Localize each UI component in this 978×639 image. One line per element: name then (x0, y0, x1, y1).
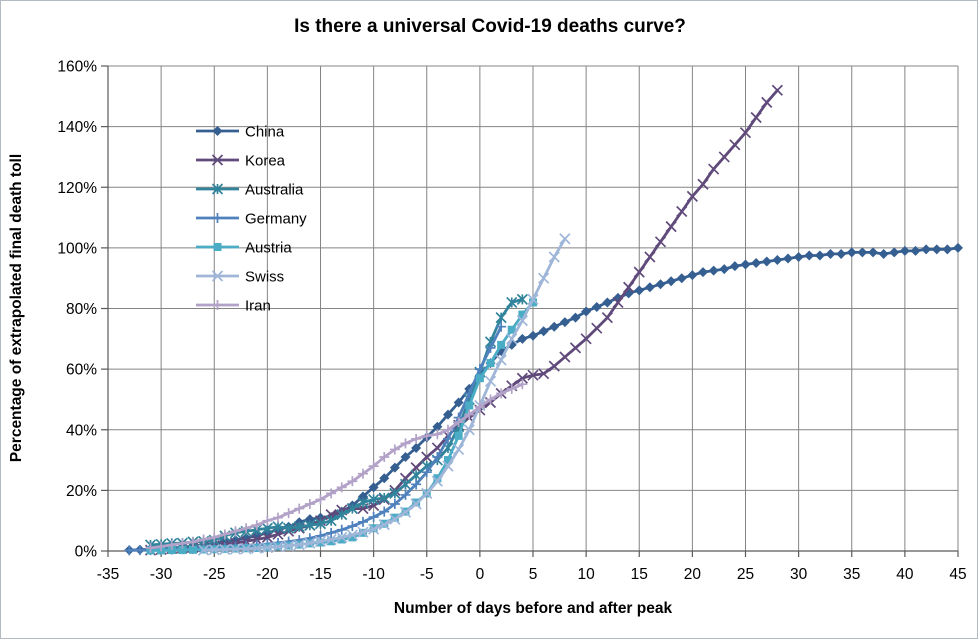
legend-label-china: China (245, 124, 285, 141)
legend-label-swiss: Swiss (245, 269, 284, 286)
y-tick-label: 60% (66, 362, 97, 379)
x-tick-label: 40 (896, 566, 914, 583)
y-axis-tick-labels: 0% 20% 40% 60% 80% 100% 120% 140% 160% (57, 59, 97, 561)
legend-marker-germany (212, 213, 223, 223)
y-tick-label: 80% (66, 301, 97, 318)
y-tick-label: 140% (57, 119, 97, 136)
x-tick-label: 15 (631, 566, 648, 583)
x-tick-label: -25 (203, 566, 225, 583)
legend-item-iran: Iran (196, 298, 271, 315)
y-tick-label: 20% (66, 483, 97, 500)
axes (101, 65, 959, 557)
y-axis-title: Percentage of extrapolated final death t… (8, 154, 25, 462)
x-tick-label: -10 (362, 566, 385, 583)
y-tick-label: 120% (57, 180, 97, 197)
y-tick-label: 0% (75, 544, 98, 561)
x-tick-label: 45 (949, 566, 966, 583)
series-swiss (198, 233, 571, 556)
legend-item-austria: Austria (196, 240, 292, 257)
x-tick-label: -20 (256, 566, 279, 583)
x-axis-title: Number of days before and after peak (394, 600, 673, 617)
legend-marker-korea (211, 154, 224, 166)
gridlines (107, 65, 959, 552)
y-tick-label: 100% (57, 240, 97, 257)
x-tick-label: 0 (476, 566, 485, 583)
y-tick-label: 160% (57, 59, 97, 76)
legend-item-australia: Australia (196, 182, 304, 199)
x-tick-label: 10 (578, 566, 596, 583)
series-china (124, 242, 963, 556)
legend-label-korea: Korea (245, 153, 286, 170)
x-axis-tick-labels: -35 -30 -25 -20 -15 -10 -5 0 5 10 15 20 25 30 35 40 45 (97, 566, 967, 583)
legend-item-swiss: Swiss (196, 269, 284, 286)
legend-label-germany: Germany (245, 211, 307, 228)
series-korea (144, 84, 783, 556)
x-tick-label: -30 (150, 566, 173, 583)
x-tick-label: 25 (737, 566, 754, 583)
y-tick-label: 40% (66, 422, 97, 439)
legend-item-korea: Korea (196, 153, 286, 170)
legend-item-china: China (196, 124, 285, 141)
series-line-australia (149, 297, 524, 547)
series-markers-china (124, 242, 963, 556)
legend-label-australia: Australia (245, 182, 304, 199)
series-markers-swiss (198, 233, 571, 556)
chart-title: Is there a universal Covid-19 deaths cur… (294, 16, 686, 37)
x-tick-label: 5 (529, 566, 538, 583)
series-line-china (127, 246, 960, 552)
legend-marker-china (212, 126, 223, 136)
legend-marker-swiss (211, 270, 224, 282)
legend-marker-austria (213, 243, 222, 251)
x-tick-label: -35 (97, 566, 119, 583)
series-markers-korea (144, 84, 783, 556)
legend-label-iran: Iran (245, 298, 271, 315)
legend-label-austria: Austria (245, 240, 292, 257)
x-tick-label: 20 (684, 566, 702, 583)
series-germany (124, 321, 507, 556)
x-tick-label: 30 (790, 566, 808, 583)
legend: China Korea Australia Germany Austria Swiss Ir… (196, 124, 307, 315)
series-markers-germany (124, 321, 507, 556)
legend-marker-australia (211, 183, 224, 195)
series-markers-iran (145, 379, 528, 553)
x-tick-label: 35 (843, 566, 860, 583)
legend-marker-iran (212, 300, 223, 310)
series-iran (145, 379, 528, 553)
x-tick-label: -15 (309, 566, 331, 583)
legend-item-germany: Germany (196, 211, 307, 228)
x-tick-label: -5 (420, 566, 434, 583)
